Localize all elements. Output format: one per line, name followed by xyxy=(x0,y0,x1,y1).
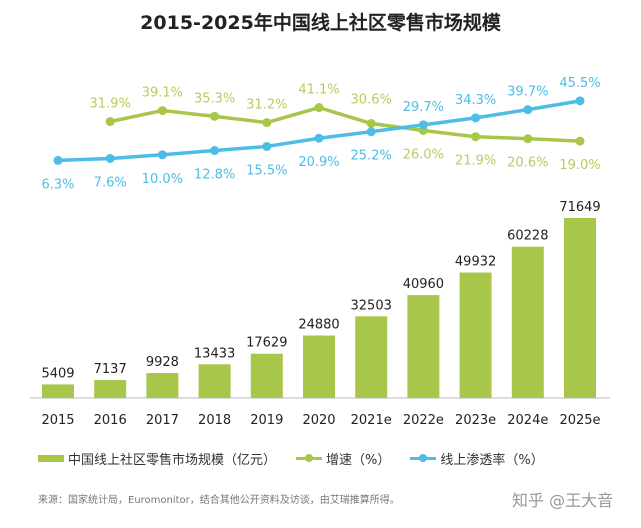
data-label: 39.1% xyxy=(142,86,183,101)
x-tick-label: 2017 xyxy=(146,413,179,428)
penetration-point xyxy=(53,155,63,165)
data-label: 10.0% xyxy=(142,172,183,187)
x-tick-label: 2023e xyxy=(455,413,496,428)
data-label: 34.3% xyxy=(455,93,496,108)
bar-2024e xyxy=(511,246,544,398)
penetration-point xyxy=(523,105,533,115)
data-label: 20.9% xyxy=(298,155,339,170)
bar-label: 9928 xyxy=(146,355,179,370)
data-label: 41.1% xyxy=(298,83,339,98)
legend-label: 增速（%） xyxy=(326,453,391,468)
legend-item-growth: 增速（%） xyxy=(296,449,390,468)
growth-point xyxy=(366,118,376,128)
x-tick-label: 2016 xyxy=(94,413,127,428)
x-tick-label: 2022e xyxy=(403,413,444,428)
bar-label: 13433 xyxy=(194,346,235,361)
bar-label: 17629 xyxy=(246,336,287,351)
legend-label: 线上渗透率（%） xyxy=(440,453,544,468)
legend-swatch-bar xyxy=(38,455,64,462)
growth-point xyxy=(523,134,533,144)
watermark: 知乎 @王大音 xyxy=(512,491,614,510)
data-label: 12.8% xyxy=(194,168,235,183)
bar-2015 xyxy=(42,384,74,398)
bar-label: 32503 xyxy=(351,298,392,313)
bar-2017 xyxy=(146,373,179,398)
legend: 中国线上社区零售市场规模（亿元） 增速（%） 线上渗透率（%） xyxy=(38,449,558,468)
data-label: 45.5% xyxy=(559,76,600,91)
x-tick-label: 2015 xyxy=(41,413,74,428)
bar-2021e xyxy=(355,316,388,398)
x-tick-label: 2020 xyxy=(302,413,335,428)
chart-plot: 5409 2015 7137 2016 9928 2017 13433 2018 17629 20… xyxy=(30,76,610,428)
x-tick-label: 2021e xyxy=(351,413,392,428)
data-label: 31.2% xyxy=(246,98,287,113)
legend-item-penetration: 线上渗透率（%） xyxy=(410,449,544,468)
x-tick-label: 2025e xyxy=(559,413,600,428)
data-label: 26.0% xyxy=(403,147,444,162)
data-label: 29.7% xyxy=(403,100,444,115)
bar-label: 5409 xyxy=(41,366,74,381)
growth-point xyxy=(314,103,324,113)
data-label: 39.7% xyxy=(507,85,548,100)
growth-point xyxy=(210,111,220,121)
bar-2022e xyxy=(407,295,440,398)
x-tick-label: 2018 xyxy=(198,413,231,428)
bar-label: 60228 xyxy=(507,229,548,244)
data-label: 7.6% xyxy=(94,175,127,190)
penetration-point xyxy=(105,153,115,163)
legend-swatch-growth-line xyxy=(296,454,323,462)
bar-2016 xyxy=(94,380,127,398)
bar-label: 40960 xyxy=(403,277,444,292)
data-label: 35.3% xyxy=(194,91,235,106)
penetration-point xyxy=(575,96,585,106)
x-tick-label: 2019 xyxy=(250,413,283,428)
penetration-point xyxy=(262,141,272,151)
growth-point xyxy=(157,106,167,116)
growth-point xyxy=(105,117,115,127)
legend-label: 中国线上社区零售市场规模（亿元） xyxy=(68,453,277,468)
penetration-point xyxy=(157,150,167,160)
bar-label: 7137 xyxy=(94,362,127,377)
legend-item-market-size: 中国线上社区零售市场规模（亿元） xyxy=(38,449,276,468)
penetration-point xyxy=(314,133,324,143)
data-label: 25.2% xyxy=(351,149,392,164)
source-note: 来源：国家统计局，Euromonitor，结合其他公开资料及访谈，由艾瑞推算所得… xyxy=(38,495,400,506)
bar-2019 xyxy=(250,353,283,398)
growth-point xyxy=(471,132,481,142)
data-label: 20.6% xyxy=(507,156,548,171)
bar-label: 71649 xyxy=(559,200,600,215)
bar-2023e xyxy=(459,272,492,398)
penetration-point xyxy=(366,127,376,137)
bar-2025e xyxy=(564,218,596,398)
bar-label: 49932 xyxy=(455,255,496,270)
chart-title: 2015-2025年中国线上社区零售市场规模 xyxy=(140,12,501,34)
data-label: 15.5% xyxy=(246,163,287,178)
legend-swatch-penetration-line xyxy=(410,454,437,462)
bar-2018 xyxy=(198,364,231,398)
penetration-point xyxy=(418,120,428,130)
data-label: 30.6% xyxy=(351,92,392,107)
data-label: 6.3% xyxy=(41,177,74,192)
growth-point xyxy=(262,118,272,128)
data-label: 31.9% xyxy=(90,97,131,112)
penetration-point xyxy=(471,113,481,123)
growth-point xyxy=(575,136,585,146)
data-label: 19.0% xyxy=(559,158,600,173)
penetration-point xyxy=(210,146,220,156)
x-tick-label: 2024e xyxy=(507,413,548,428)
growth-line xyxy=(109,105,581,143)
bar-label: 24880 xyxy=(298,317,339,332)
data-label: 21.9% xyxy=(455,154,496,169)
bar-2020 xyxy=(303,335,335,398)
